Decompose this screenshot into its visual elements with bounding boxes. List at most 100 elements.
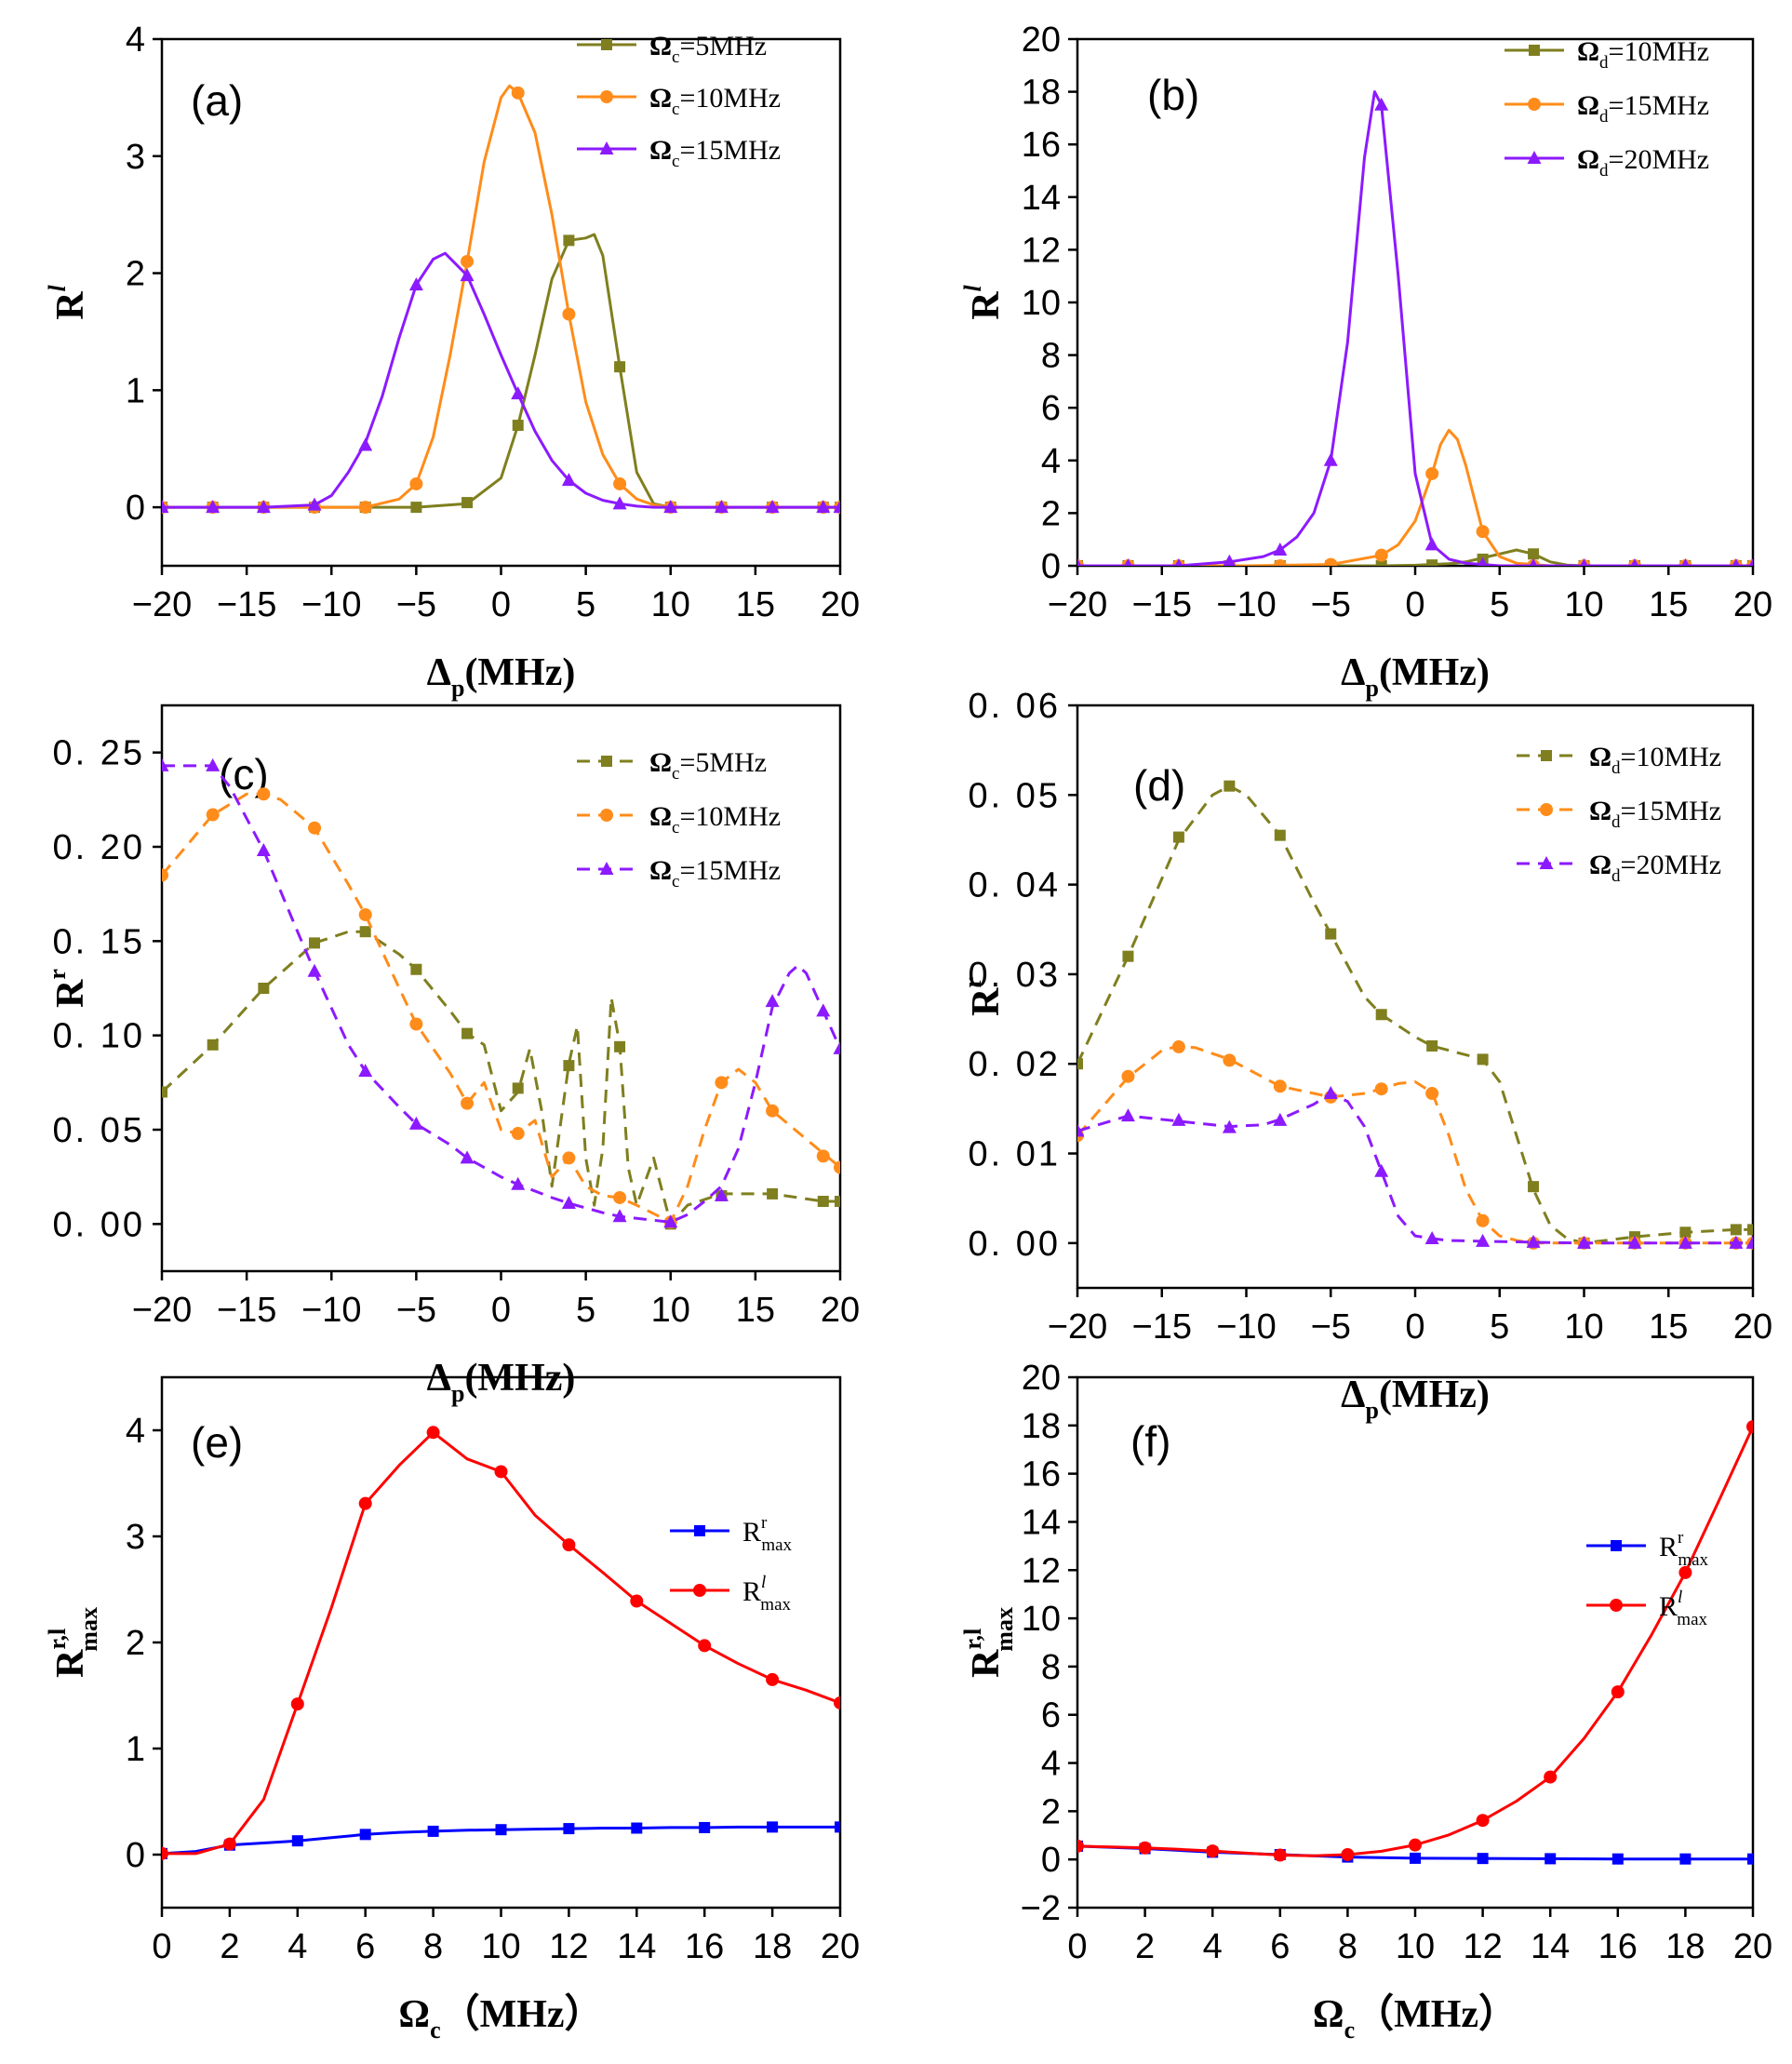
- plot-frame: [1076, 1375, 1755, 1910]
- data-point: [258, 983, 270, 994]
- data-point: [460, 1150, 475, 1164]
- legend-marker: [694, 1525, 705, 1536]
- data-point: [630, 1594, 644, 1608]
- y-tick-label: 10: [1022, 1600, 1061, 1639]
- data-point: [1273, 559, 1287, 566]
- data-point: [1730, 1224, 1742, 1236]
- legend-marker: [1540, 803, 1553, 816]
- x-tick-label: 20: [821, 1291, 860, 1330]
- y-tick-label: 8: [1041, 1648, 1061, 1687]
- data-point: [1611, 1853, 1624, 1865]
- series-line-1: [162, 930, 840, 1226]
- y-tick-label: 3: [126, 1518, 145, 1557]
- y-tick-label: −2: [1021, 1889, 1061, 1928]
- data-point: [256, 500, 271, 514]
- legend-label: Ωc=15MHz: [649, 855, 781, 891]
- data-point: [1426, 1039, 1438, 1052]
- data-point: [1678, 1235, 1692, 1249]
- y-axis-label: Rr,l max: [959, 1607, 1018, 1678]
- data-point: [562, 1151, 576, 1165]
- x-tick-label: −20: [1048, 1307, 1107, 1347]
- data-point: [612, 496, 627, 510]
- legend-marker: [601, 756, 612, 767]
- y-tick-label: 0. 01: [968, 1135, 1061, 1174]
- data-point: [162, 500, 169, 514]
- series-line-2: [1077, 1426, 1753, 1857]
- data-point: [1478, 556, 1488, 566]
- y-tick-label: 0: [1041, 547, 1061, 586]
- x-tick-label: 0: [491, 585, 511, 624]
- data-point: [1273, 1112, 1288, 1126]
- x-tick-label: 0: [1067, 1927, 1087, 1966]
- data-point: [1577, 1235, 1591, 1249]
- data-point: [426, 1426, 440, 1440]
- data-point: [408, 1116, 423, 1130]
- data-point: [427, 1825, 439, 1837]
- y-tick-label: 0. 10: [52, 1017, 145, 1056]
- legend-label: Ωd=10MHz: [1589, 742, 1721, 778]
- legend-label: Ωc=5MHz: [649, 31, 767, 67]
- data-point: [257, 787, 271, 801]
- data-point: [1528, 1181, 1540, 1193]
- data-point: [817, 1196, 829, 1208]
- x-tick-label: 8: [1338, 1927, 1357, 1966]
- x-tick-label: −5: [396, 585, 436, 624]
- y-tick-label: 2: [126, 1624, 145, 1663]
- data-point: [1409, 1838, 1422, 1852]
- data-point: [206, 808, 220, 822]
- data-point: [1222, 1119, 1237, 1133]
- data-point: [699, 1821, 711, 1833]
- x-tick-label: 6: [1270, 1927, 1290, 1966]
- series-line-1: [162, 233, 840, 509]
- data-point: [1273, 1848, 1287, 1862]
- data-point: [1426, 559, 1438, 566]
- y-tick-label: 16: [1022, 126, 1061, 165]
- data-point: [561, 473, 576, 487]
- series-line-2: [162, 1430, 840, 1856]
- data-point: [1425, 1087, 1439, 1101]
- data-point: [1476, 525, 1490, 539]
- legend-label: Ωc=10MHz: [649, 83, 781, 119]
- y-tick-label: 6: [1041, 389, 1061, 428]
- data-point: [1374, 97, 1389, 111]
- data-point: [222, 1837, 236, 1851]
- x-tick-label: −20: [1048, 585, 1107, 624]
- data-point: [714, 1187, 729, 1201]
- data-point: [1529, 558, 1538, 566]
- legend-marker: [693, 1584, 706, 1597]
- panel-c: −20 −15 −10 −5 0 5 10 15 20 0. 00 0. 05 0. 10 0. 15 0…: [44, 704, 860, 1407]
- y-tick-label: 0. 00: [968, 1225, 1061, 1264]
- x-tick-label: 0: [1405, 1307, 1424, 1347]
- data-point: [1630, 558, 1639, 566]
- data-point: [1324, 557, 1338, 566]
- x-tick-label: 10: [481, 1927, 520, 1966]
- x-tick-label: 15: [1649, 1307, 1688, 1347]
- data-point: [766, 1104, 780, 1118]
- x-axis-label: Ωc（MHz）: [398, 1992, 603, 2044]
- data-point: [1122, 950, 1134, 962]
- x-axis-label: Δp(MHz): [427, 1357, 576, 1407]
- data-point: [1273, 543, 1288, 556]
- data-point: [563, 1060, 575, 1072]
- data-point: [1747, 1853, 1753, 1865]
- data-point: [766, 1672, 780, 1686]
- data-point: [1124, 558, 1132, 566]
- x-tick-label: 20: [1733, 1927, 1772, 1966]
- data-point: [613, 1190, 627, 1204]
- data-point: [1121, 1069, 1135, 1083]
- data-point: [835, 1821, 840, 1833]
- legend-label: Ωc=10MHz: [649, 801, 781, 838]
- data-point: [1223, 1053, 1237, 1067]
- data-point: [1729, 1235, 1744, 1249]
- y-axis-label: Rr: [44, 969, 92, 1008]
- x-tick-label: −5: [396, 1291, 436, 1330]
- data-point: [563, 1823, 575, 1835]
- data-point: [698, 1639, 712, 1653]
- data-point: [1681, 558, 1690, 566]
- data-point: [460, 268, 475, 282]
- data-point: [1746, 1420, 1753, 1434]
- y-tick-label: 0: [1041, 1841, 1061, 1880]
- x-tick-label: 2: [1135, 1927, 1155, 1966]
- y-tick-label: 20: [1022, 1359, 1061, 1398]
